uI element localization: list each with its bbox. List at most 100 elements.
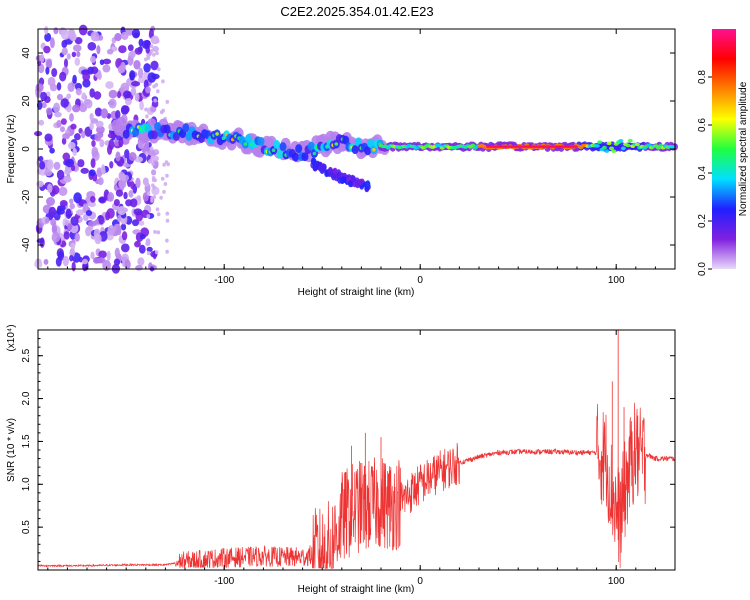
- noise-cell: [69, 198, 74, 204]
- noise-cell: [128, 190, 134, 198]
- colorbar-tick-label: 0.0: [697, 262, 708, 276]
- branch-cell: [332, 167, 338, 175]
- noise-cell: [120, 223, 127, 231]
- noise-cell: [136, 195, 141, 202]
- noise-cell: [44, 32, 52, 42]
- noise-cell: [144, 151, 149, 156]
- noise-cell: [150, 60, 159, 71]
- branch-cell: [365, 180, 371, 188]
- noise-cell: [134, 240, 141, 248]
- band-cell: [342, 135, 350, 145]
- noise-cell: [120, 207, 129, 213]
- noise-cell: [105, 211, 111, 221]
- noise-cell: [139, 233, 146, 240]
- noise-cell: [134, 92, 140, 102]
- line-cell: [670, 145, 676, 149]
- noise-cell: [146, 53, 150, 58]
- noise-cell: [39, 53, 45, 63]
- noise-cell: [60, 126, 65, 133]
- noise-cell: [152, 45, 159, 52]
- noise-cell: [134, 47, 143, 55]
- noise-cell: [113, 198, 120, 207]
- noise-cell: [150, 155, 159, 162]
- noise-cell: [115, 151, 121, 162]
- noise-cell: [107, 132, 116, 139]
- noise-cell: [76, 51, 81, 58]
- noise-cell: [131, 80, 141, 87]
- noise-cell: [44, 25, 49, 35]
- colorbar-tick-label: 0.4: [697, 166, 708, 180]
- noise-cell: [72, 104, 81, 113]
- noise-cell: [60, 118, 67, 125]
- noise-cell: [129, 50, 136, 58]
- snr-line-group: [37, 330, 676, 569]
- noise-cell: [64, 168, 71, 175]
- spec-ytick-label: 20: [21, 95, 32, 107]
- noise-cell: [41, 102, 47, 109]
- snr-ytick-label: 0.5: [21, 520, 32, 534]
- noise-cell: [49, 147, 55, 154]
- noise-cell: [162, 162, 166, 167]
- band-cell: [257, 136, 265, 146]
- noise-cell: [99, 59, 105, 66]
- noise-cell: [70, 164, 76, 172]
- noise-cell: [63, 176, 72, 183]
- noise-cell: [130, 87, 137, 96]
- noise-cell: [154, 250, 159, 255]
- noise-cell: [60, 98, 69, 108]
- noise-cell: [74, 232, 80, 242]
- noise-cell: [155, 39, 160, 44]
- noise-cell: [80, 167, 89, 174]
- noise-cell: [146, 251, 151, 256]
- noise-cell: [162, 189, 166, 194]
- noise-cell: [90, 31, 100, 42]
- noise-cell: [152, 84, 156, 89]
- noise-cell: [98, 250, 107, 259]
- noise-cell: [40, 91, 48, 102]
- noise-cell: [147, 159, 152, 164]
- noise-cell: [97, 177, 104, 186]
- spec-ytick-label: -40: [21, 237, 32, 252]
- noise-cell: [150, 106, 157, 113]
- spec-xtick-label: -100: [214, 275, 234, 286]
- noise-cell: [108, 89, 118, 99]
- noise-cell: [56, 120, 62, 128]
- colorbar-label: Normalized spectral amplitude: [738, 81, 749, 216]
- branch-cell: [318, 164, 324, 172]
- noise-cell: [55, 256, 62, 267]
- colorbar-ticks: 0.0 0.2 0.4 0.6 0.8: [697, 70, 712, 276]
- noise-cell: [115, 109, 121, 120]
- noise-cell: [145, 241, 149, 246]
- noise-cell: [127, 44, 134, 52]
- noise-cell: [127, 55, 134, 66]
- noise-cell: [53, 161, 61, 171]
- snr-ytick-label: 1.5: [21, 434, 32, 448]
- spectrogram-panel: -100 0 100 -40 -20 0 20 40 Height of straight l…: [6, 24, 678, 298]
- noise-cell: [80, 130, 86, 139]
- noise-cell: [98, 197, 106, 203]
- noise-cell: [83, 98, 91, 106]
- noise-cell: [93, 91, 102, 100]
- noise-cell: [151, 169, 157, 176]
- branch-cell: [341, 176, 347, 184]
- noise-cell: [53, 102, 61, 113]
- noise-cell: [75, 209, 85, 216]
- noise-cell: [130, 181, 135, 190]
- spectrogram-ticks: -100 0 100 -40 -20 0 20 40: [21, 29, 676, 286]
- branch-cell: [327, 166, 333, 174]
- noise-cell: [114, 138, 120, 147]
- noise-cell: [137, 257, 145, 266]
- branch-cell: [347, 180, 353, 188]
- line-cell: [606, 141, 612, 146]
- noise-cell: [124, 97, 132, 106]
- noise-cell: [149, 146, 154, 151]
- noise-cell: [153, 98, 157, 103]
- noise-cell: [91, 146, 99, 158]
- noise-cell: [60, 29, 70, 40]
- noise-cell: [65, 158, 75, 168]
- noise-cell: [133, 32, 140, 38]
- noise-cell: [163, 182, 168, 186]
- branch-cell: [310, 157, 316, 165]
- noise-cell: [67, 141, 76, 150]
